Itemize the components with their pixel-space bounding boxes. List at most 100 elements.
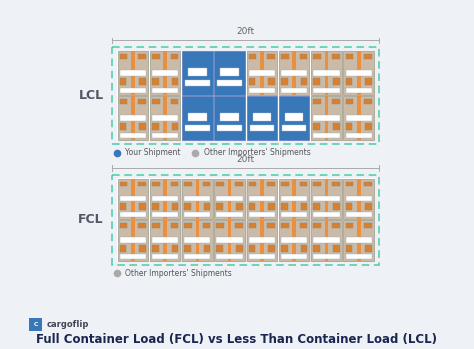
Bar xyxy=(220,113,239,121)
Bar xyxy=(217,254,243,259)
Bar xyxy=(346,88,372,93)
Bar xyxy=(279,179,310,219)
Bar xyxy=(163,179,167,219)
Bar xyxy=(333,245,339,252)
Bar xyxy=(311,96,342,140)
Bar xyxy=(250,125,274,131)
Bar xyxy=(119,115,146,121)
Bar xyxy=(184,196,210,201)
Bar xyxy=(152,237,178,243)
Bar xyxy=(313,182,321,186)
Bar xyxy=(325,221,328,261)
Bar xyxy=(184,203,191,210)
Bar xyxy=(139,203,146,210)
Bar xyxy=(138,54,146,59)
Bar xyxy=(346,245,352,252)
Bar xyxy=(188,68,207,76)
Bar xyxy=(218,125,242,131)
Bar xyxy=(235,182,243,186)
Bar xyxy=(150,179,180,219)
Bar xyxy=(118,51,148,95)
Bar xyxy=(171,182,178,186)
Bar xyxy=(119,254,146,259)
Bar xyxy=(332,182,339,186)
Bar xyxy=(281,212,307,217)
Text: 20ft: 20ft xyxy=(237,155,255,164)
Bar xyxy=(249,196,275,201)
Bar xyxy=(152,223,160,228)
Bar xyxy=(311,51,342,95)
Bar xyxy=(346,133,372,138)
Bar xyxy=(246,51,277,95)
Bar xyxy=(182,96,213,140)
Bar xyxy=(119,88,146,93)
Bar xyxy=(344,221,374,261)
Bar xyxy=(346,223,353,228)
Bar xyxy=(311,179,342,219)
Bar xyxy=(119,99,128,104)
Bar xyxy=(152,212,178,217)
Bar xyxy=(292,51,296,95)
Bar xyxy=(260,179,264,219)
Bar xyxy=(119,133,146,138)
Text: FCL: FCL xyxy=(78,213,103,226)
Bar xyxy=(138,182,146,186)
Bar xyxy=(185,125,210,131)
Bar xyxy=(346,212,372,217)
Bar xyxy=(217,196,243,201)
Bar xyxy=(152,122,158,131)
Bar xyxy=(313,196,339,201)
Bar xyxy=(119,77,126,86)
Bar xyxy=(246,96,277,140)
Bar xyxy=(364,54,372,59)
Text: Full Container Load (FCL) vs Less Than Container Load (LCL): Full Container Load (FCL) vs Less Than C… xyxy=(36,333,438,346)
Bar xyxy=(152,115,178,121)
Bar xyxy=(236,203,243,210)
Bar xyxy=(249,212,275,217)
Bar xyxy=(325,96,328,140)
Bar xyxy=(152,99,160,104)
Bar xyxy=(346,237,372,243)
Bar xyxy=(195,179,199,219)
Bar xyxy=(281,203,288,210)
Bar xyxy=(188,113,207,121)
Bar xyxy=(249,88,275,93)
Bar xyxy=(228,221,231,261)
Bar xyxy=(281,254,307,259)
Bar xyxy=(313,133,339,138)
Bar xyxy=(217,182,224,186)
Bar xyxy=(236,245,243,252)
Bar xyxy=(214,96,245,140)
Text: Your Shipment: Your Shipment xyxy=(126,148,181,157)
Bar xyxy=(152,182,160,186)
Bar xyxy=(357,179,361,219)
Bar xyxy=(301,245,307,252)
Bar xyxy=(365,203,372,210)
Bar xyxy=(364,99,372,104)
Bar xyxy=(365,122,372,131)
Bar xyxy=(260,221,264,261)
Bar xyxy=(119,245,126,252)
Bar xyxy=(152,88,178,93)
Bar xyxy=(268,77,275,86)
Bar xyxy=(301,77,307,86)
Bar xyxy=(152,54,160,59)
Bar xyxy=(172,203,178,210)
Bar xyxy=(217,203,223,210)
Bar xyxy=(152,196,178,201)
Bar xyxy=(344,96,374,140)
Text: LCL: LCL xyxy=(78,89,103,102)
Bar xyxy=(152,133,178,138)
Bar xyxy=(249,70,275,76)
Bar xyxy=(281,77,288,86)
Bar xyxy=(119,54,128,59)
Bar xyxy=(282,125,306,131)
Bar xyxy=(249,203,255,210)
Bar xyxy=(249,254,275,259)
Bar xyxy=(268,203,275,210)
Bar xyxy=(249,245,255,252)
Bar xyxy=(344,179,374,219)
Bar xyxy=(267,54,275,59)
Bar xyxy=(138,223,146,228)
Bar xyxy=(325,179,328,219)
